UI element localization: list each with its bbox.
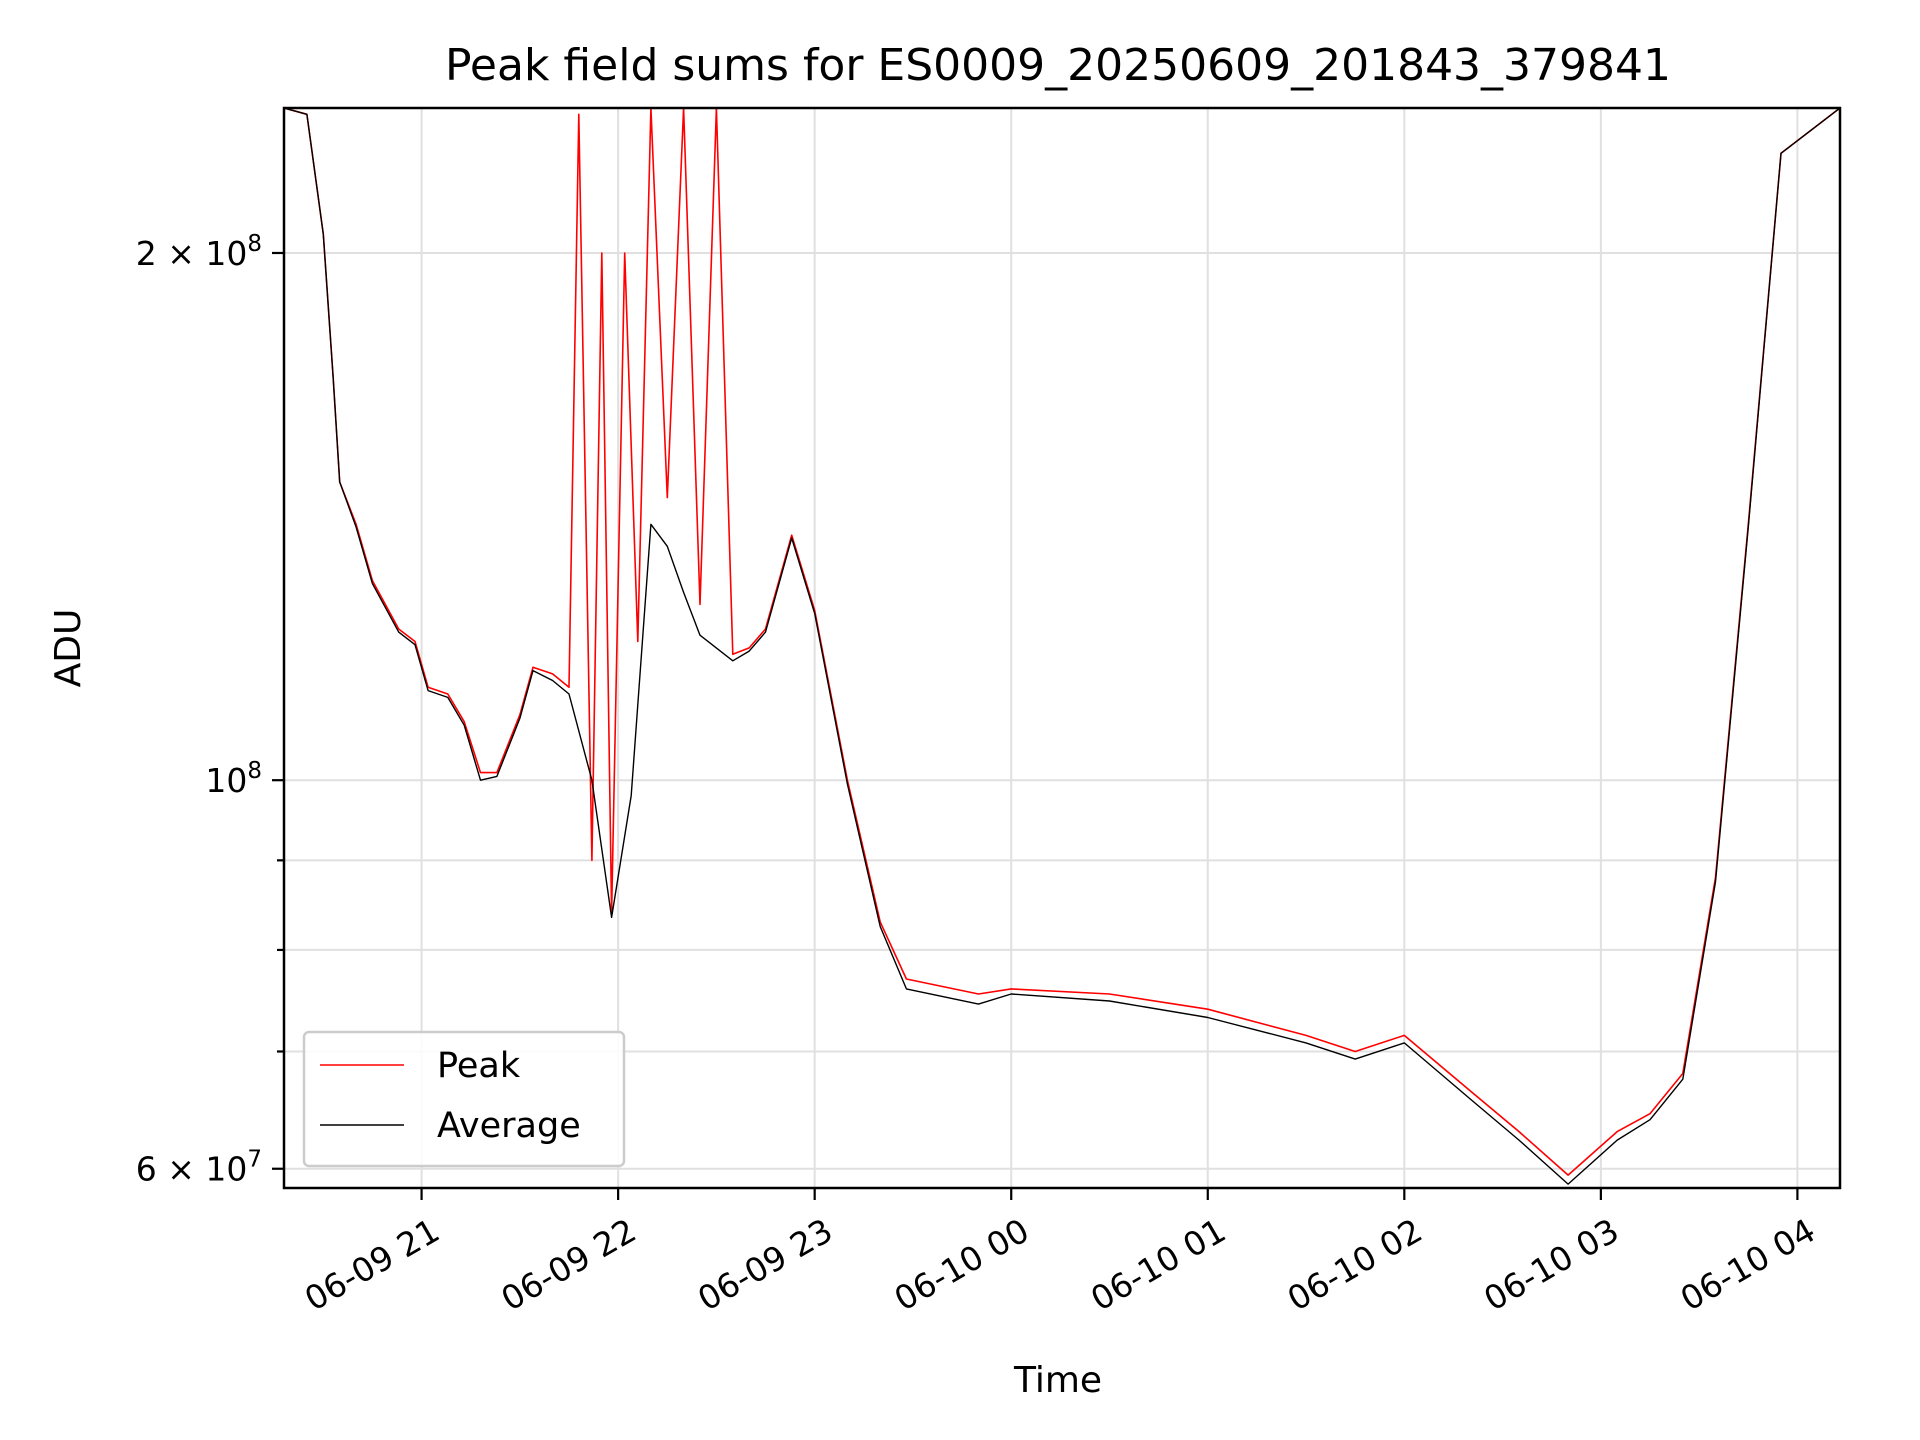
- chart-title: Peak field sums for ES0009_20250609_2018…: [445, 40, 1671, 91]
- y-tick-label-exponent: 7: [247, 1147, 262, 1173]
- y-tick-label-mantissa: 6 × 10: [136, 1150, 248, 1189]
- y-tick-label: 6 × 107: [136, 1147, 262, 1189]
- legend-label-average: Average: [437, 1106, 581, 1146]
- legend-label-peak: Peak: [437, 1046, 521, 1086]
- series-line-average: [284, 108, 1840, 1185]
- legend: Peak Average: [302, 1030, 626, 1168]
- y-axis-label: ADU: [48, 609, 89, 688]
- y-tick-label: 2 × 108: [136, 231, 262, 273]
- y-tick-label-mantissa: 10: [205, 761, 247, 800]
- x-axis-label: Time: [1013, 1360, 1102, 1401]
- y-tick-label: 108: [205, 758, 262, 800]
- plot-frame: [282, 106, 1842, 1190]
- series-line-peak: [284, 108, 1840, 1176]
- y-tick-label-mantissa: 2 × 10: [136, 234, 248, 273]
- series-lines: [284, 108, 1840, 1185]
- y-tick-label-exponent: 8: [247, 231, 262, 257]
- y-tick-label-exponent: 8: [247, 758, 262, 784]
